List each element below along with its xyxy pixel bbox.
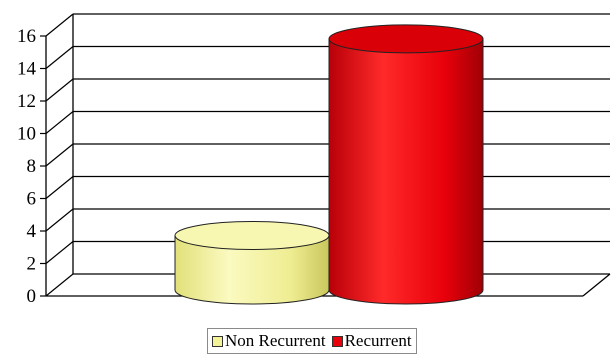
gridline-diagonal [45,208,74,232]
legend-item-non-recurrent: Non Recurrent [212,331,326,351]
legend: Non Recurrent Recurrent [207,328,417,354]
y-tick-label: 16 [17,26,36,47]
bar-top [328,24,484,54]
gridline-diagonal [45,176,74,199]
gridline-diagonal [45,111,74,134]
gridline-diagonal [45,13,74,37]
y-tick-label: 2 [27,254,37,275]
y-tick-label: 14 [17,59,37,80]
bar-body [174,235,330,305]
y-tick-label: 6 [27,189,37,210]
floor-right-edge [582,273,611,297]
gridline-diagonal [45,78,74,102]
bars [174,24,484,305]
y-tick-label: 10 [17,124,36,145]
bar-non-recurrent [174,221,330,305]
bar-recurrent [328,24,484,305]
y-tick-label: 12 [17,91,36,112]
y-tick-label: 4 [27,221,37,242]
gridline-diagonal [45,143,74,167]
bar-body [328,38,484,305]
bar-top [174,221,330,250]
legend-item-recurrent: Recurrent [331,331,412,351]
legend-swatch-recurrent [331,335,343,347]
gridline-diagonal [45,241,74,264]
legend-label-non-recurrent: Non Recurrent [225,331,326,350]
bar-chart: 0 2 4 6 8 10 12 14 16 [17,13,611,307]
y-axis-ticks: 0 2 4 6 8 10 12 14 16 [17,26,46,307]
y-tick-label: 0 [27,286,37,307]
y-tick-label: 8 [27,156,37,177]
legend-swatch-non-recurrent [212,335,223,347]
gridline-diagonal [45,46,74,69]
gridline-diagonal [45,273,74,297]
legend-label-recurrent: Recurrent [344,331,412,350]
